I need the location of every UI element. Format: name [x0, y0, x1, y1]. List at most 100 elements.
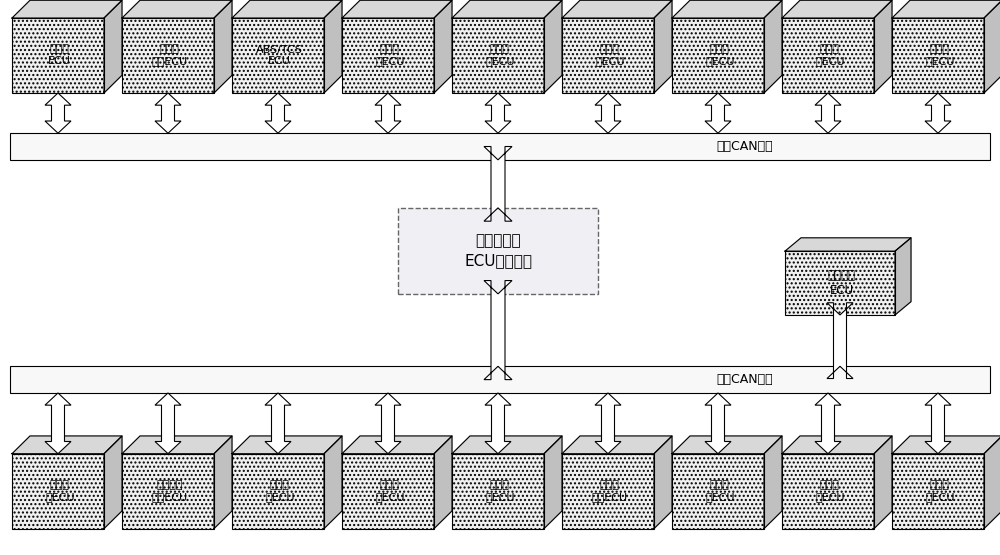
- Bar: [892, 18, 984, 93]
- Polygon shape: [595, 93, 621, 133]
- Text: 警告信
号ECU: 警告信 号ECU: [815, 480, 845, 502]
- Polygon shape: [155, 93, 181, 133]
- Polygon shape: [375, 93, 401, 133]
- Bar: [782, 18, 874, 93]
- Polygon shape: [874, 0, 892, 93]
- Polygon shape: [265, 393, 291, 454]
- Bar: [562, 454, 654, 528]
- Polygon shape: [12, 436, 122, 454]
- Text: 巡航控
制ECU: 巡航控 制ECU: [595, 44, 625, 67]
- Bar: [10, 133, 990, 160]
- Polygon shape: [815, 393, 841, 454]
- Polygon shape: [484, 147, 512, 221]
- Text: 故障诊断
ECU: 故障诊断 ECU: [828, 269, 856, 297]
- Polygon shape: [214, 436, 232, 528]
- Polygon shape: [874, 436, 892, 528]
- Polygon shape: [104, 0, 122, 93]
- Bar: [672, 18, 764, 93]
- Polygon shape: [12, 0, 122, 18]
- Polygon shape: [705, 93, 731, 133]
- Polygon shape: [925, 93, 951, 133]
- Text: 安全气
囊ECU: 安全气 囊ECU: [375, 44, 405, 67]
- Bar: [122, 454, 214, 528]
- Bar: [892, 454, 984, 528]
- Polygon shape: [122, 0, 232, 18]
- Text: 电机控
制ECU: 电机控 制ECU: [815, 44, 845, 67]
- Text: 低速CAN总线: 低速CAN总线: [717, 373, 773, 386]
- Text: ABS/TCS
ECU: ABS/TCS ECU: [256, 44, 303, 67]
- Polygon shape: [654, 436, 672, 528]
- Text: 电动车
窗ECU: 电动车 窗ECU: [485, 480, 515, 502]
- Polygon shape: [892, 0, 1000, 18]
- Polygon shape: [705, 393, 731, 454]
- Bar: [232, 18, 324, 93]
- Polygon shape: [214, 0, 232, 93]
- Polygon shape: [265, 93, 291, 133]
- Bar: [342, 18, 434, 93]
- Polygon shape: [782, 436, 892, 454]
- Polygon shape: [892, 436, 1000, 454]
- Bar: [562, 18, 654, 93]
- Text: 电动座
椅ECU: 电动座 椅ECU: [265, 480, 295, 502]
- Polygon shape: [375, 393, 401, 454]
- Bar: [398, 208, 598, 294]
- Polygon shape: [815, 93, 841, 133]
- Polygon shape: [595, 393, 621, 454]
- Text: 门锁防
盗ECU: 门锁防 盗ECU: [375, 480, 405, 502]
- Polygon shape: [342, 436, 452, 454]
- Text: 仪表显
示ECU: 仪表显 示ECU: [925, 480, 955, 502]
- Polygon shape: [45, 393, 71, 454]
- Polygon shape: [562, 436, 672, 454]
- Text: 自动变
速器ECU: 自动变 速器ECU: [152, 44, 188, 67]
- Polygon shape: [484, 280, 512, 380]
- Polygon shape: [827, 303, 853, 379]
- Polygon shape: [895, 238, 911, 315]
- Text: 动力转
向ECU: 动力转 向ECU: [705, 44, 735, 67]
- Polygon shape: [434, 436, 452, 528]
- Polygon shape: [324, 0, 342, 93]
- Polygon shape: [434, 0, 452, 93]
- Polygon shape: [654, 0, 672, 93]
- Polygon shape: [764, 436, 782, 528]
- Polygon shape: [232, 436, 342, 454]
- Polygon shape: [984, 0, 1000, 93]
- Bar: [452, 18, 544, 93]
- Polygon shape: [232, 0, 342, 18]
- Polygon shape: [925, 393, 951, 454]
- Polygon shape: [155, 393, 181, 454]
- Polygon shape: [785, 238, 911, 251]
- Text: 整车控制器
ECU（网关）: 整车控制器 ECU（网关）: [464, 234, 532, 268]
- Polygon shape: [984, 436, 1000, 528]
- Text: 高速CAN总线: 高速CAN总线: [717, 140, 773, 153]
- Text: 灯光控
制ECU: 灯光控 制ECU: [45, 480, 75, 502]
- Text: 电控悬
架ECU: 电控悬 架ECU: [485, 44, 515, 67]
- Polygon shape: [104, 436, 122, 528]
- Bar: [452, 454, 544, 528]
- Bar: [12, 454, 104, 528]
- Bar: [12, 18, 104, 93]
- Polygon shape: [45, 93, 71, 133]
- Polygon shape: [782, 0, 892, 18]
- Polygon shape: [122, 436, 232, 454]
- Polygon shape: [544, 0, 562, 93]
- Bar: [672, 454, 764, 528]
- Polygon shape: [324, 436, 342, 528]
- Polygon shape: [764, 0, 782, 93]
- Text: 刮雨洗涤
控制ECU: 刮雨洗涤 控制ECU: [152, 480, 188, 502]
- Polygon shape: [452, 0, 562, 18]
- Bar: [232, 454, 324, 528]
- Text: 电池管
理ECU: 电池管 理ECU: [925, 44, 955, 67]
- Polygon shape: [672, 0, 782, 18]
- Polygon shape: [485, 393, 511, 454]
- Bar: [342, 454, 434, 528]
- Bar: [785, 251, 895, 315]
- Polygon shape: [544, 436, 562, 528]
- Text: 气候控
制ECU: 气候控 制ECU: [705, 480, 735, 502]
- Polygon shape: [485, 93, 511, 133]
- Bar: [122, 18, 214, 93]
- Text: 后视镜
喇叭ECU: 后视镜 喇叭ECU: [592, 480, 628, 502]
- Bar: [10, 366, 990, 393]
- Polygon shape: [672, 436, 782, 454]
- Polygon shape: [562, 0, 672, 18]
- Text: 发动机
ECU: 发动机 ECU: [48, 44, 71, 67]
